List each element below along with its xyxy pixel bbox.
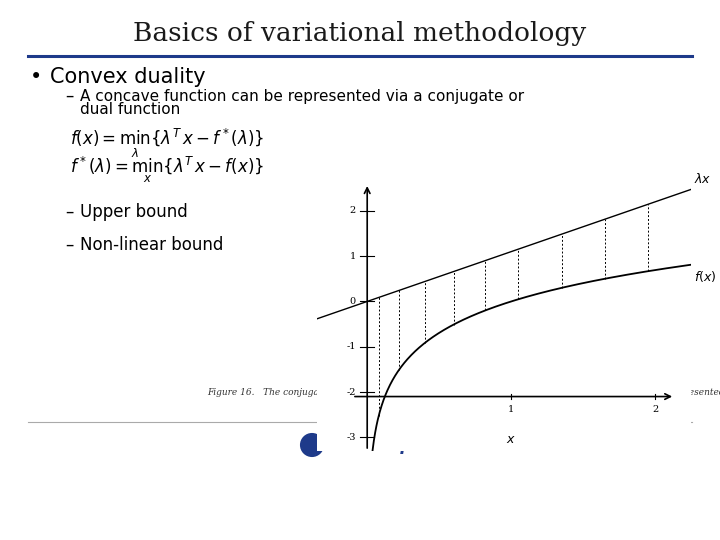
- Text: 2: 2: [652, 404, 658, 414]
- Text: NTNU Speech Lab: NTNU Speech Lab: [330, 436, 496, 454]
- Text: 1: 1: [349, 252, 356, 261]
- Text: 1: 1: [508, 404, 514, 414]
- Text: 0: 0: [349, 297, 356, 306]
- Text: $f^*(\lambda)= \min_{x} \left\{\lambda^T x - f(x)\right\}$: $f^*(\lambda)= \min_{x} \left\{\lambda^T…: [70, 155, 264, 185]
- Text: -3: -3: [346, 433, 356, 442]
- Text: A concave function can be represented via a conjugate or: A concave function can be represented vi…: [80, 89, 524, 104]
- Text: Non-linear bound: Non-linear bound: [80, 236, 223, 254]
- Text: –: –: [65, 236, 73, 254]
- Text: $f(x)= \min_{\lambda} \left\{\lambda^T x - f^*(\lambda)\right\}$: $f(x)= \min_{\lambda} \left\{\lambda^T x…: [70, 126, 264, 159]
- Text: $\lambda x$: $\lambda x$: [694, 172, 711, 186]
- Text: Figure 16.   The conjugate function f*(\u03bb) is obtained by minimizing across : Figure 16. The conjugate function f*(\u0…: [207, 387, 720, 396]
- Text: $f(x)$: $f(x)$: [694, 269, 716, 284]
- Text: lines\u2014between \u03bbx and f(x).: lines\u2014between \u03bbx and f(x).: [403, 399, 577, 408]
- Text: Basics of variational methodology: Basics of variational methodology: [133, 22, 587, 46]
- Text: Upper bound: Upper bound: [80, 203, 188, 221]
- Text: –: –: [65, 203, 73, 221]
- Text: Convex duality: Convex duality: [50, 67, 206, 87]
- Text: -1: -1: [346, 342, 356, 351]
- Text: $x$: $x$: [506, 434, 516, 447]
- Text: 2: 2: [349, 206, 356, 215]
- Text: dual function: dual function: [80, 103, 180, 118]
- Text: -2: -2: [346, 388, 356, 396]
- Text: •: •: [30, 67, 42, 87]
- Text: –: –: [65, 87, 73, 105]
